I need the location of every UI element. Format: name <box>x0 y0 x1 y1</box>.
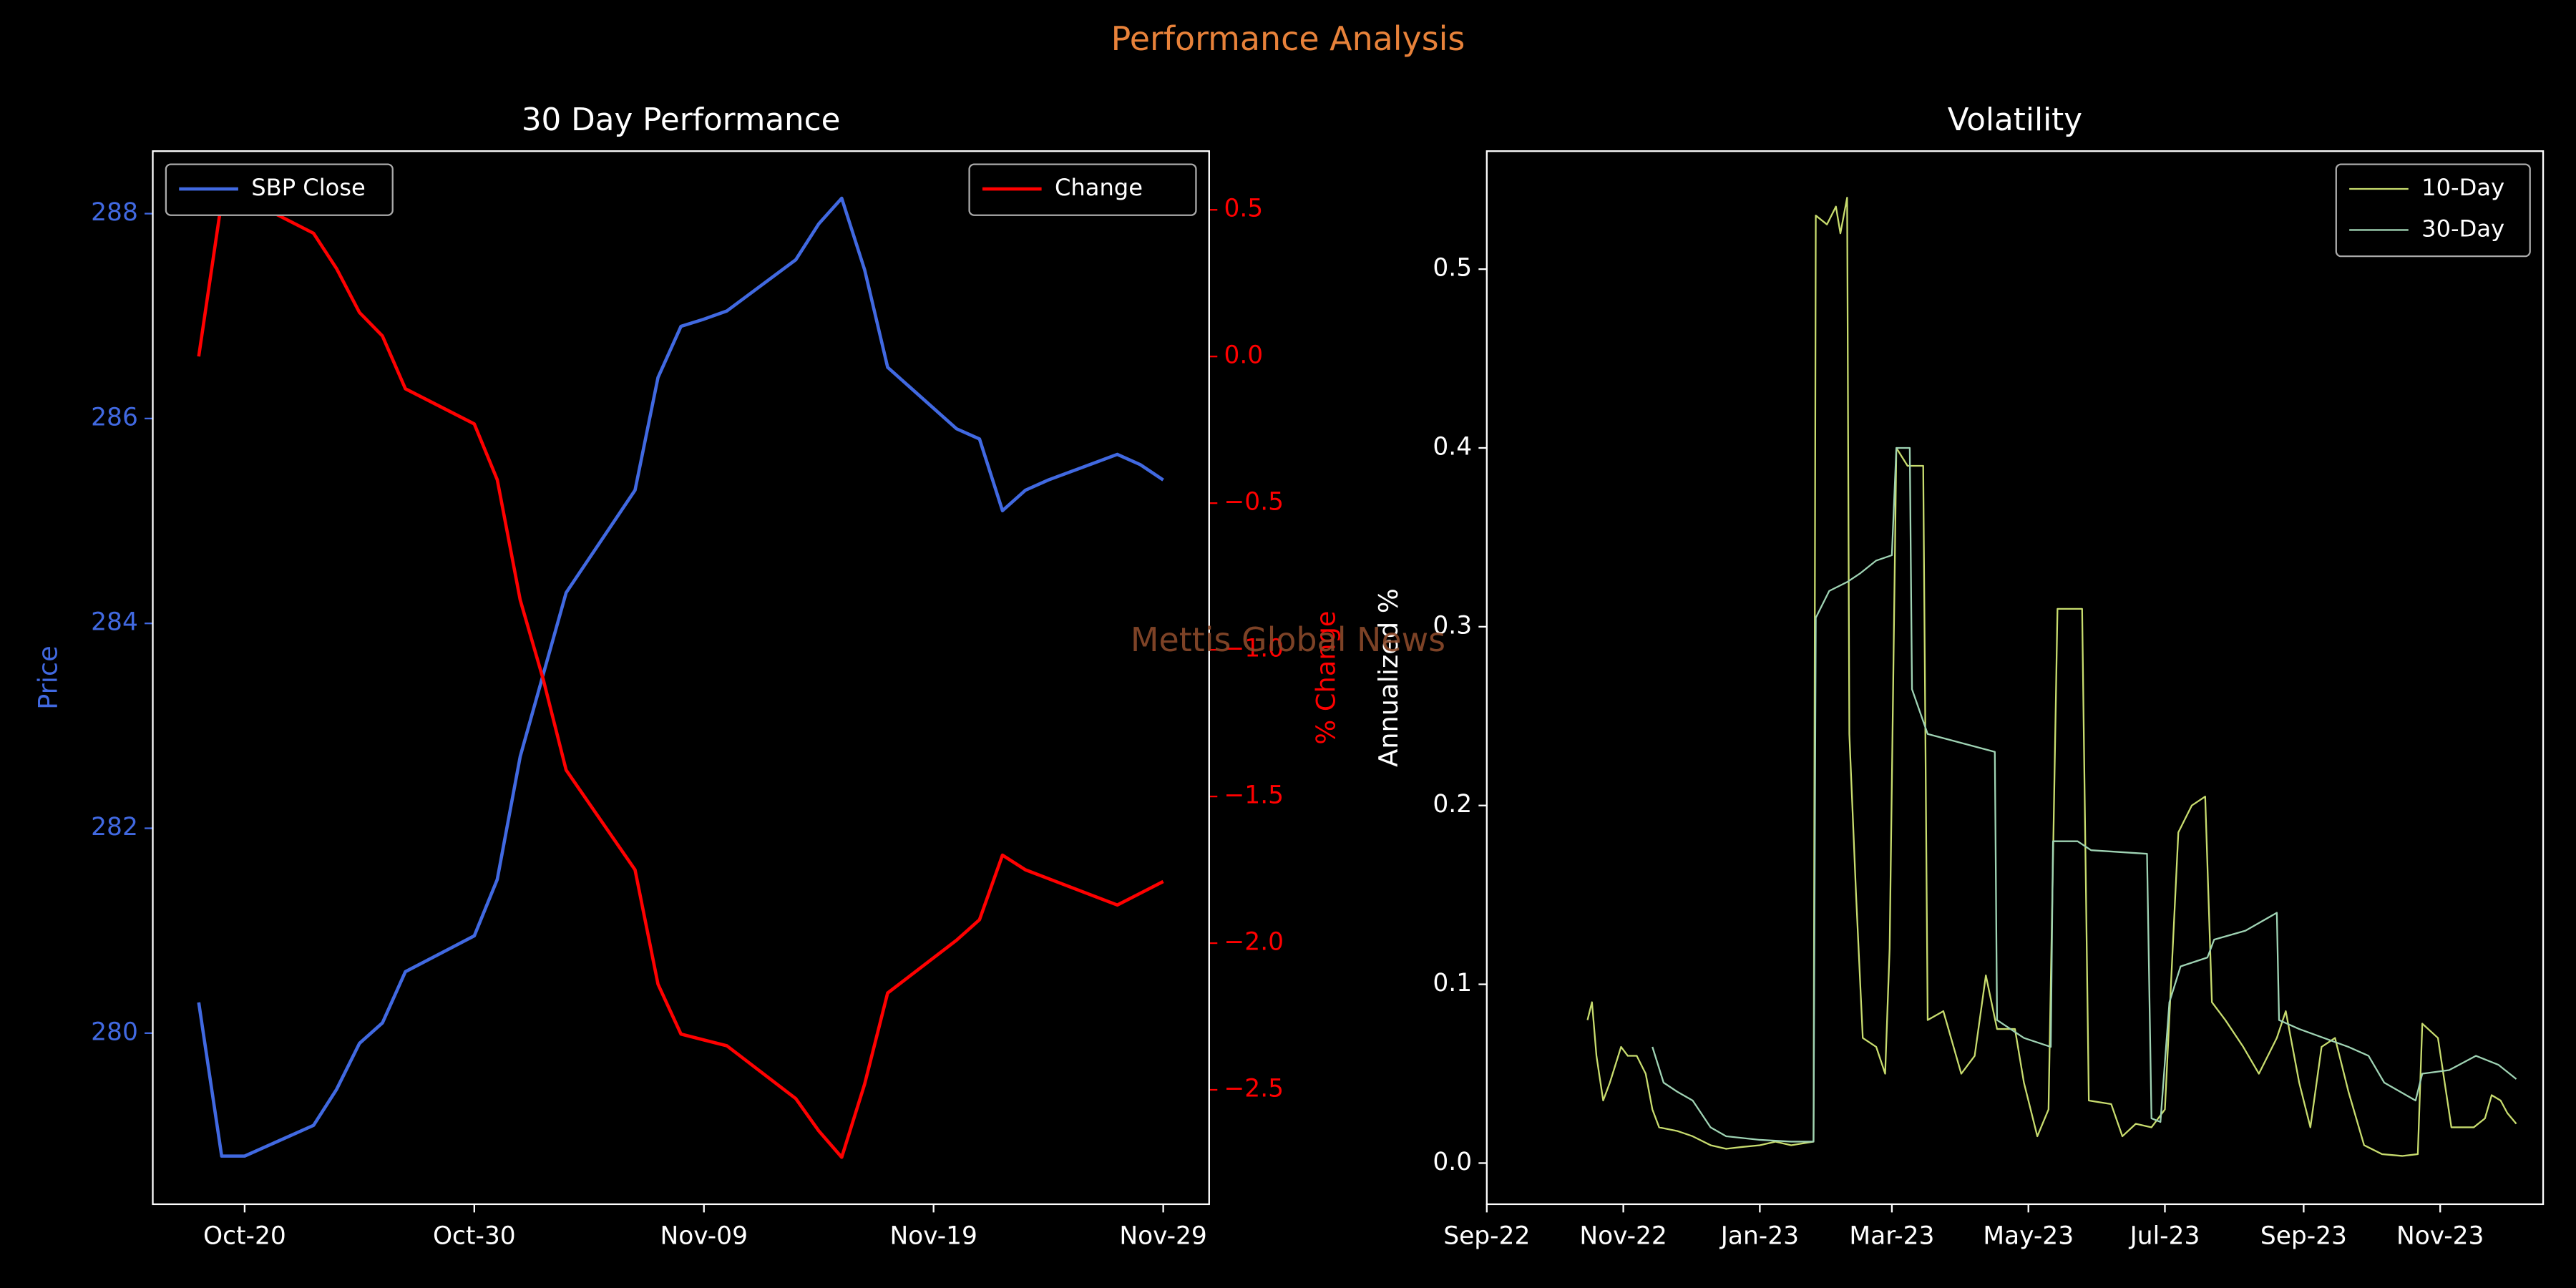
y2-axis-label: % Change <box>1311 610 1342 744</box>
y-axis-label: Price <box>32 645 63 710</box>
y2-tick-label: −2.5 <box>1224 1075 1284 1103</box>
axes-frame <box>152 150 1210 1206</box>
y2-tick-label: −1.5 <box>1224 781 1284 810</box>
y-tick-label: 0.3 <box>1433 611 1472 640</box>
legend-label: Change <box>1055 174 1143 201</box>
x-tick-label: Nov-22 <box>1579 1221 1667 1250</box>
y-tick-label: 286 <box>91 403 138 431</box>
x-tick-label: Oct-20 <box>203 1221 286 1250</box>
y2-tick-label: 0.0 <box>1224 341 1263 370</box>
x-tick-label: May-23 <box>1983 1221 2074 1250</box>
legend-label: 10-Day <box>2421 174 2504 201</box>
legend: Change <box>968 163 1197 216</box>
axes-frame <box>1485 150 2545 1206</box>
y-tick-label: 288 <box>91 198 138 227</box>
series-line <box>1652 447 2517 1143</box>
legend-box <box>165 163 394 216</box>
y-tick-label: 0.0 <box>1433 1148 1472 1176</box>
y2-tick-label: −1.0 <box>1224 635 1284 663</box>
y-tick-label: 282 <box>91 813 138 841</box>
x-tick-label: Jul-23 <box>2129 1221 2200 1250</box>
y-tick-label: 0.2 <box>1433 790 1472 819</box>
watermark: Mettis Global News <box>1131 620 1445 659</box>
legend: SBP Close <box>165 163 394 216</box>
x-tick-label: Nov-09 <box>660 1221 748 1250</box>
y-tick-label: 0.4 <box>1433 432 1472 461</box>
suptitle: Performance Analysis <box>1111 19 1465 58</box>
y-axis-label: Annualized % <box>1373 588 1404 767</box>
legend-label: 30-Day <box>2421 215 2504 242</box>
series-line <box>197 196 1164 1159</box>
x-tick-label: Nov-29 <box>1119 1221 1206 1250</box>
y2-tick-label: −0.5 <box>1224 488 1284 517</box>
y-tick-label: 280 <box>91 1018 138 1046</box>
legend-label: SBP Close <box>251 174 366 201</box>
y-tick-label: 0.1 <box>1433 969 1472 997</box>
x-tick-label: Sep-23 <box>2260 1221 2347 1250</box>
x-tick-label: Nov-23 <box>2396 1221 2484 1250</box>
axes-title: 30 Day Performance <box>522 102 841 138</box>
x-tick-label: Nov-19 <box>889 1221 977 1250</box>
x-tick-label: Oct-30 <box>433 1221 516 1250</box>
legend-box <box>968 163 1197 216</box>
y2-tick-label: −2.0 <box>1224 928 1284 957</box>
x-tick-label: Mar-23 <box>1849 1221 1934 1250</box>
series-line <box>1586 197 2517 1157</box>
x-tick-label: Sep-22 <box>1443 1221 1530 1250</box>
legend: 10-Day 30-Day <box>2335 163 2531 258</box>
y2-tick-label: 0.5 <box>1224 195 1263 223</box>
y-tick-label: 284 <box>91 608 138 637</box>
x-tick-label: Jan-23 <box>1719 1221 1799 1250</box>
legend-box <box>2335 163 2531 258</box>
y-tick-label: 0.5 <box>1433 254 1472 283</box>
axes-title: Volatility <box>1948 102 2082 138</box>
series-line <box>197 196 1164 1158</box>
